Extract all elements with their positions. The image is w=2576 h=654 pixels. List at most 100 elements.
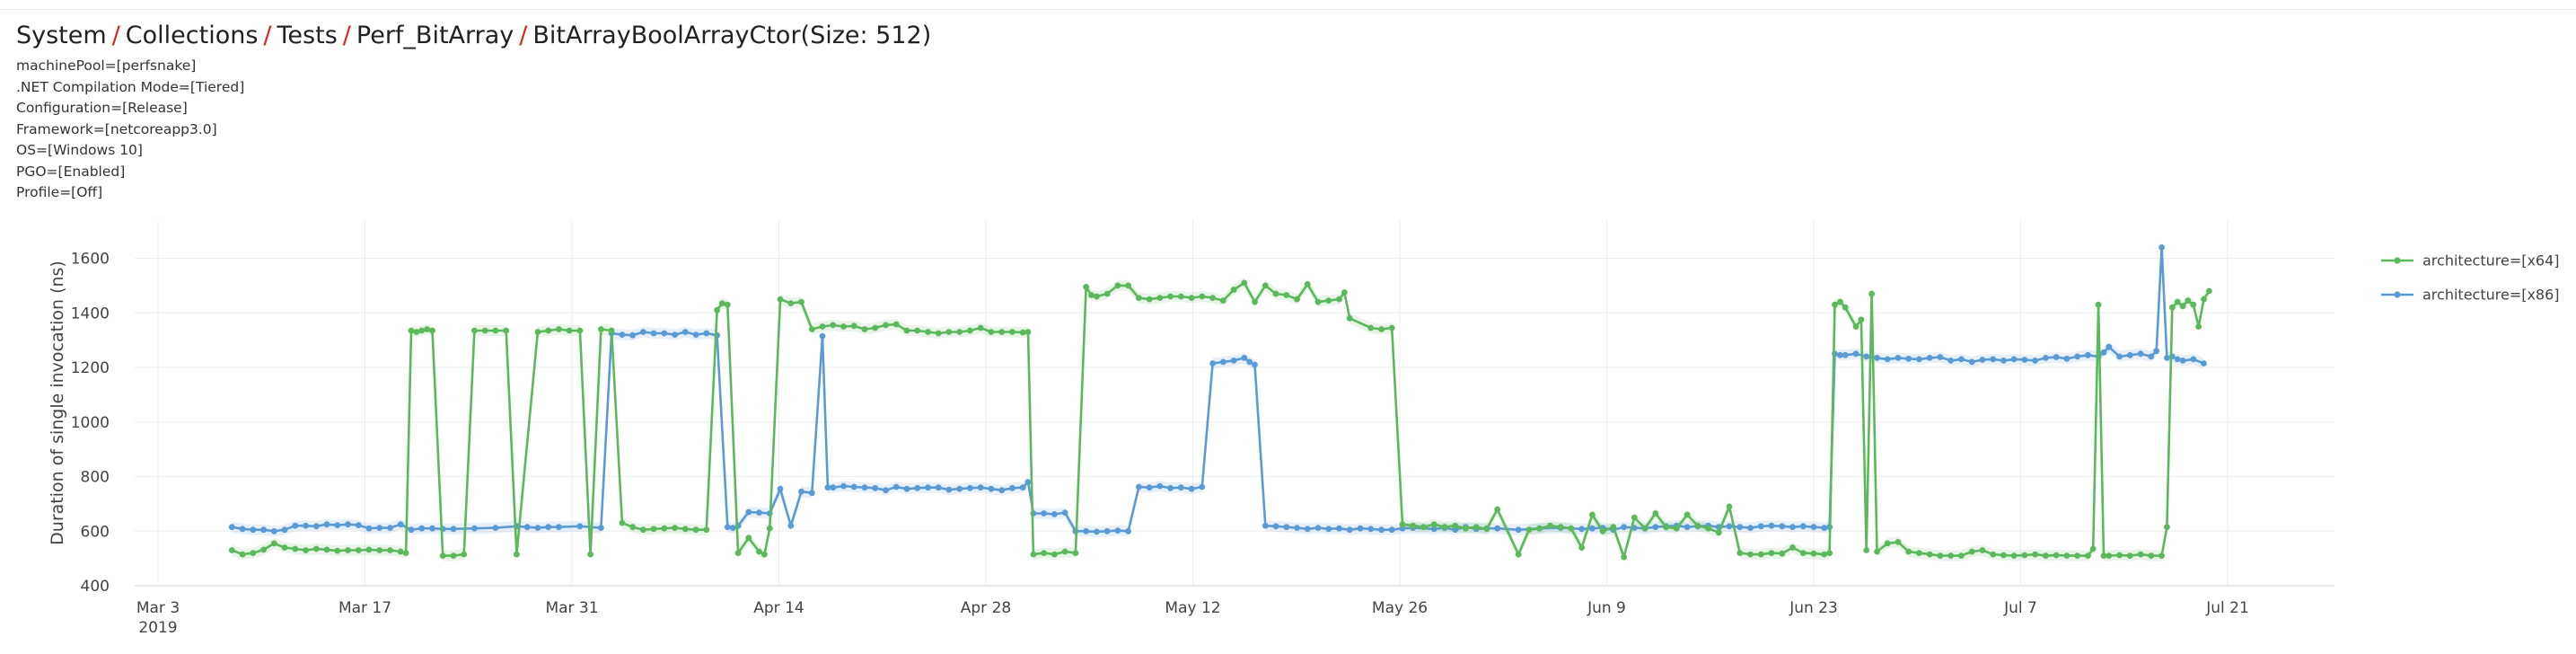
data-point [1599,527,1606,535]
data-point [988,329,995,335]
data-point [2179,358,2186,364]
data-point [1452,522,1459,529]
legend-swatch-marker [2394,257,2401,264]
data-point [598,326,604,332]
data-point [914,484,921,491]
data-point [1926,355,1933,361]
data-point [1868,290,1876,297]
data-point [1167,484,1174,491]
data-point [397,548,404,555]
data-point [2010,552,2018,559]
data-point [608,327,615,334]
data-point [1241,355,1248,361]
data-point [1821,525,1828,531]
data-point [1041,510,1047,517]
data-point [303,547,309,553]
data-point [260,526,267,534]
data-point [2116,552,2123,559]
series-line [231,281,2211,559]
data-point [1294,525,1300,531]
data-point [1842,351,1849,358]
breadcrumb-collections[interactable]: Collections [125,22,259,49]
data-point [998,487,1006,494]
data-point [1852,350,1859,358]
breadcrumb-perf-bitarray[interactable]: Perf_BitArray [356,22,514,49]
header-divider [0,9,2576,10]
data-point [672,331,678,338]
data-point [1789,524,1796,531]
data-point [883,487,889,494]
data-point [2106,343,2113,350]
data-point [1631,514,1638,521]
data-point [2201,296,2207,303]
data-point [2010,356,2018,363]
y-tick-label: 1000 [71,414,110,432]
data-point [1019,329,1026,336]
data-point [1515,526,1522,534]
data-point [903,327,910,334]
data-point [534,525,541,531]
data-point [1294,296,1300,303]
data-point [471,327,478,334]
data-point [1736,524,1744,531]
data-point [629,331,636,339]
data-point [281,544,288,551]
data-point [429,525,435,532]
data-point [1990,551,1997,558]
param-pgo: PGO=[Enabled] [16,163,126,180]
data-point [1430,526,1437,533]
breadcrumb-system[interactable]: System [16,22,107,49]
breadcrumb-tests[interactable]: Tests [277,22,338,49]
data-point [1937,552,1944,559]
data-point [925,484,931,491]
data-point [250,526,257,534]
data-point [1789,544,1796,551]
data-point [724,524,731,531]
data-point [1262,522,1269,529]
data-point [1283,292,1290,298]
y-tick-label: 800 [81,469,110,487]
data-point [945,329,953,335]
y-axis-title: Duration of single invocation (ns) [48,261,67,545]
data-point [576,327,584,334]
data-point [1088,292,1095,298]
data-point [1367,324,1375,331]
data-point [1905,548,1912,555]
data-point [1726,503,1733,510]
data-point [312,523,320,530]
x-tick-label: Jun 23 [1789,599,1838,617]
data-point [1968,358,1975,366]
param-framework: Framework=[netcoreapp3.0] [16,120,217,137]
data-point [1736,550,1744,556]
data-point [1705,525,1711,532]
data-point [1103,290,1111,297]
data-point [1188,295,1195,301]
data-point [1694,522,1701,529]
data-point [819,323,826,330]
data-point [2032,551,2039,558]
data-point [2168,304,2176,311]
duration-chart[interactable]: 400 600 800 1000 1200 1400 1600 Mar 3 2019 Mar 1… [0,198,2576,647]
data-point [2164,355,2170,361]
data-point [756,509,762,516]
data-point [1621,524,1627,531]
data-point [503,327,510,334]
data-point [1836,351,1843,358]
data-point [1768,522,1775,529]
data-point [418,327,426,334]
breadcrumb-separator: / [263,22,272,49]
data-point [681,329,689,335]
data-point [1061,509,1068,516]
data-point [2174,356,2181,363]
data-point [692,526,699,534]
data-point [1884,356,1891,363]
x-tick-label: Mar 31 [545,599,598,617]
data-point [861,326,868,332]
legend: architecture=[x64] architecture=[x86] [2381,252,2560,304]
data-point [840,323,847,330]
data-point [345,521,351,528]
data-point [2179,303,2186,310]
data-point [830,322,837,329]
data-point [1199,483,1206,490]
data-point [1863,353,1870,360]
